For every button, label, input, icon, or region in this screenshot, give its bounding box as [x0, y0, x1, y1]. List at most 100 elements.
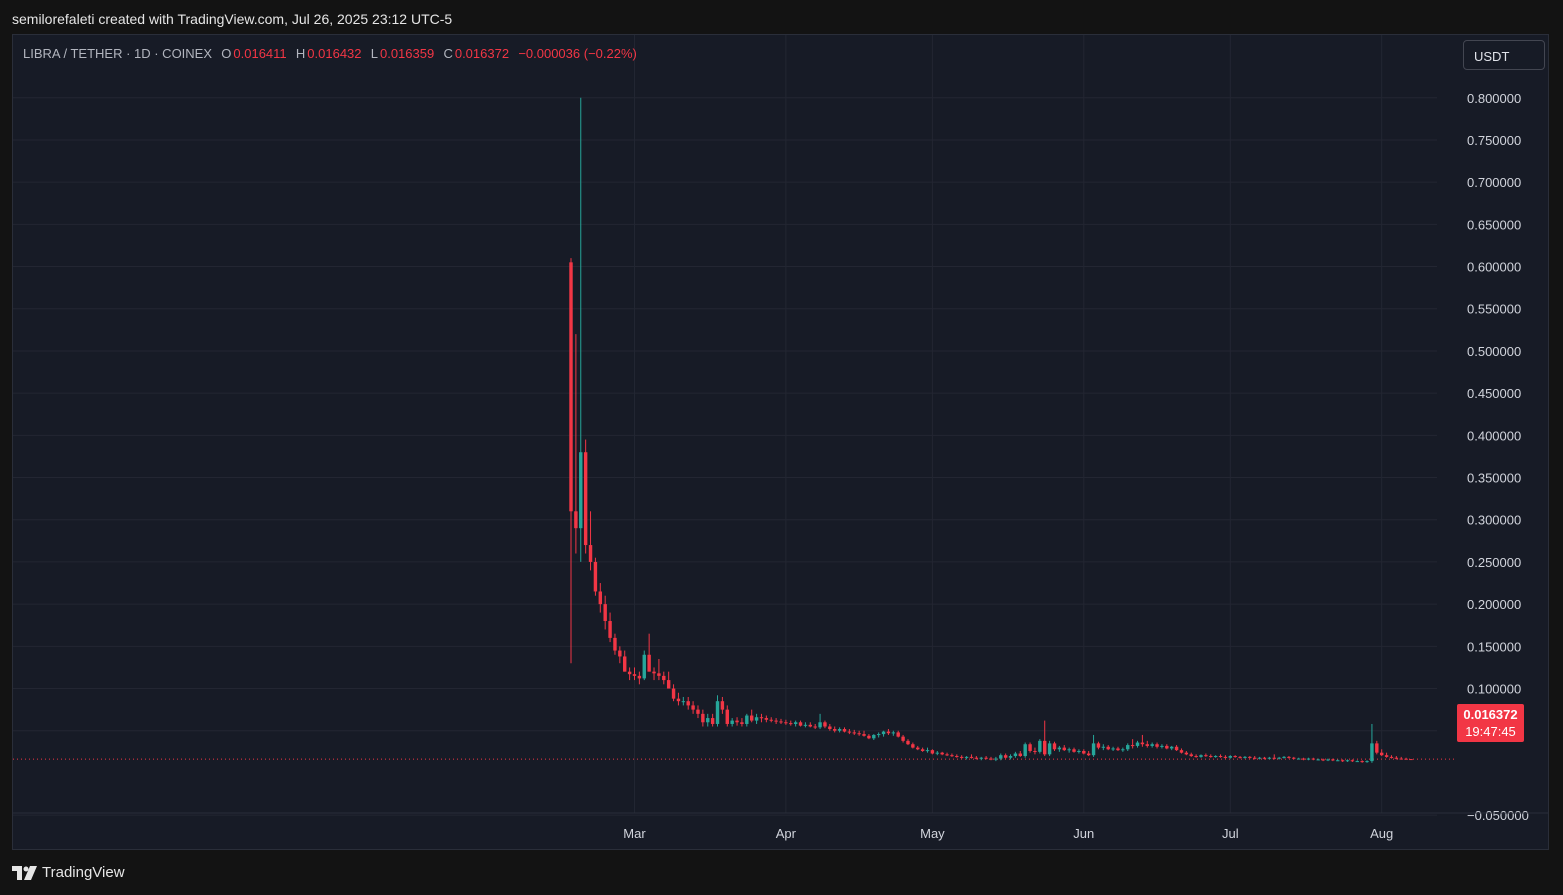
candle-body — [1047, 743, 1052, 755]
candle — [1257, 756, 1262, 760]
candle — [1199, 754, 1203, 758]
candle-body — [964, 756, 969, 758]
candle — [1209, 754, 1213, 758]
candle-body — [1023, 744, 1027, 757]
candle — [740, 718, 744, 727]
y-tick-label: 0.650000 — [1467, 217, 1521, 232]
candle — [1267, 756, 1272, 760]
symbol-label[interactable]: LIBRA / TETHER · 1D · COINEX — [23, 46, 213, 61]
ohlc-legend: LIBRA / TETHER · 1D · COINEX O 0.016411 H… — [23, 46, 639, 61]
candle — [945, 752, 949, 757]
candle — [1111, 746, 1115, 751]
candle — [1223, 755, 1228, 759]
candle — [1311, 757, 1316, 761]
tradingview-logo[interactable]: TradingView — [12, 864, 125, 881]
candle — [608, 612, 612, 643]
candle-body — [1257, 757, 1262, 759]
candle — [725, 705, 729, 727]
candle — [1370, 723, 1374, 763]
candle — [793, 720, 798, 727]
candle — [1194, 754, 1198, 758]
candle — [1399, 756, 1403, 760]
candle — [1379, 749, 1384, 757]
candle — [735, 717, 739, 726]
candle-body — [935, 752, 939, 754]
candle-body — [1033, 750, 1037, 752]
candle — [1096, 741, 1101, 750]
candle — [1292, 756, 1296, 760]
candlestick-chart[interactable]: 0.800000 0.750000 0.700000 0.650000 0.600000… — [13, 35, 1548, 849]
y-tick-label: −0.050000 — [1467, 808, 1529, 823]
candle — [588, 511, 593, 571]
candle-body — [569, 262, 573, 512]
candle-body — [1160, 745, 1164, 747]
candle — [1013, 751, 1018, 758]
candle-body — [1375, 743, 1379, 753]
candle — [1091, 734, 1096, 757]
close-value: 0.016372 — [454, 46, 510, 61]
candle-body — [881, 731, 886, 735]
candle-body — [925, 750, 930, 752]
candle-body — [1003, 755, 1008, 758]
candle — [1140, 734, 1145, 747]
candle-body — [1404, 758, 1408, 760]
candle — [920, 747, 925, 752]
candle-body — [999, 755, 1003, 759]
candle — [1121, 747, 1125, 752]
candle-body — [1350, 760, 1355, 762]
candle — [1404, 757, 1408, 760]
candle-body — [1096, 743, 1101, 748]
candle — [1321, 758, 1325, 762]
candle — [847, 729, 852, 735]
low-label: L — [370, 46, 378, 61]
candle-body — [1345, 760, 1350, 762]
candle-body — [1379, 752, 1384, 756]
candle-body — [862, 734, 866, 736]
open-label: O — [221, 46, 232, 61]
candle — [1057, 745, 1062, 752]
candle-body — [603, 604, 607, 622]
candle — [627, 667, 632, 681]
candle-body — [872, 734, 876, 739]
candle — [662, 671, 666, 685]
candle — [745, 713, 749, 727]
candle-body — [891, 732, 896, 734]
candle — [1018, 750, 1023, 757]
candle-body — [754, 717, 759, 721]
y-tick-label: 0.350000 — [1467, 471, 1521, 486]
candle-body — [1389, 756, 1394, 758]
currency-button[interactable]: USDT — [1463, 40, 1545, 70]
change-value: −0.000036 (−0.22%) — [518, 46, 637, 61]
candle — [1277, 756, 1281, 760]
candle-body — [1111, 748, 1115, 750]
chart-panel[interactable]: 0.800000 0.750000 0.700000 0.650000 0.600000… — [12, 34, 1549, 850]
candle-body — [647, 654, 651, 672]
candle — [1365, 760, 1369, 763]
candle — [916, 745, 920, 751]
candle — [1067, 747, 1071, 753]
candle — [1150, 742, 1154, 748]
candle — [710, 713, 715, 727]
candle-body — [1052, 743, 1057, 750]
candle — [867, 734, 871, 740]
candle — [1165, 744, 1169, 750]
candle-body — [789, 723, 793, 725]
candle-body — [574, 511, 578, 529]
candle-body — [911, 744, 915, 748]
candle — [1331, 758, 1335, 762]
candle-body — [1189, 754, 1193, 757]
candle-body — [1140, 742, 1145, 745]
candle-body — [608, 621, 612, 638]
candle-body — [1106, 746, 1110, 750]
candle — [1345, 759, 1350, 762]
candle-body — [686, 701, 690, 706]
candle — [808, 722, 813, 728]
y-tick-label: 0.250000 — [1467, 555, 1521, 570]
candle-body — [798, 722, 803, 726]
candle — [730, 718, 734, 727]
candle-body — [1199, 755, 1203, 757]
candle — [862, 730, 866, 737]
candle — [598, 583, 603, 613]
y-tick-label: 0.200000 — [1467, 597, 1521, 612]
candle-body — [671, 688, 676, 699]
